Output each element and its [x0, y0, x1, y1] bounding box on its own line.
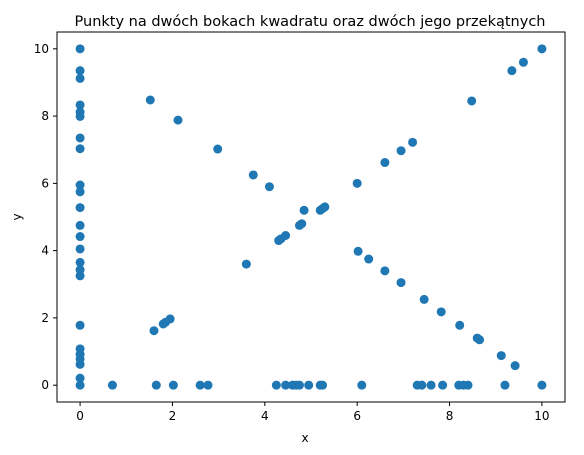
data-point: [380, 158, 390, 168]
data-point: [75, 373, 85, 383]
data-point: [75, 359, 85, 369]
x-axis-label: x: [301, 431, 308, 445]
x-tick-label: 8: [446, 409, 454, 423]
data-point: [396, 146, 406, 156]
data-point: [496, 351, 506, 361]
data-point: [75, 180, 85, 190]
data-point: [294, 380, 304, 390]
data-point: [396, 278, 406, 288]
data-point: [75, 271, 85, 281]
y-tick-label: 4: [41, 244, 49, 258]
data-point: [297, 219, 307, 229]
data-point: [195, 380, 205, 390]
data-point: [408, 137, 418, 147]
data-point: [75, 380, 85, 390]
data-point: [75, 44, 85, 54]
data-point: [507, 66, 517, 76]
data-point: [213, 144, 223, 154]
data-point: [75, 111, 85, 121]
y-tick-label: 10: [34, 42, 49, 56]
data-point: [380, 266, 390, 276]
data-point: [419, 294, 429, 304]
x-tick-label: 6: [353, 409, 361, 423]
y-axis-ticks: 0 2 4 6 8 10: [34, 42, 57, 392]
y-tick-label: 8: [41, 109, 49, 123]
data-point: [165, 314, 175, 324]
data-point: [299, 205, 309, 215]
points-layer: [75, 44, 547, 390]
data-point: [75, 203, 85, 213]
data-point: [455, 320, 465, 330]
data-point: [537, 44, 547, 54]
data-point: [463, 380, 473, 390]
data-point: [353, 246, 363, 256]
data-point: [75, 320, 85, 330]
data-point: [281, 231, 291, 240]
data-point: [438, 380, 448, 390]
data-point: [248, 170, 258, 180]
data-point: [145, 95, 155, 105]
data-point: [537, 380, 547, 390]
data-point: [149, 326, 159, 336]
data-point: [500, 380, 510, 390]
data-point: [75, 257, 85, 267]
data-point: [436, 307, 446, 317]
x-tick-label: 0: [76, 409, 84, 423]
data-point: [320, 202, 330, 212]
data-point: [151, 380, 161, 390]
y-tick-label: 2: [41, 311, 49, 325]
data-point: [417, 380, 427, 390]
x-axis-ticks: 0 2 4 6 8 10: [76, 402, 550, 423]
data-point: [518, 57, 528, 67]
data-point: [75, 73, 85, 83]
data-point: [75, 144, 85, 154]
data-point: [357, 380, 367, 390]
y-axis-label: y: [10, 213, 24, 220]
y-tick-label: 0: [41, 378, 49, 392]
plot-frame: [56, 31, 566, 403]
data-point: [318, 380, 328, 390]
data-point: [75, 187, 85, 197]
x-tick-label: 2: [169, 409, 177, 423]
data-point: [426, 380, 436, 390]
data-point: [271, 380, 281, 390]
data-point: [75, 66, 85, 76]
data-point: [75, 232, 85, 242]
data-point: [168, 380, 178, 390]
chart-title: Punkty na dwóch bokach kwadratu oraz dwó…: [75, 14, 546, 30]
data-point: [475, 335, 485, 345]
data-point: [173, 115, 183, 125]
data-point: [203, 380, 213, 390]
data-point: [304, 380, 314, 390]
data-point: [75, 133, 85, 143]
data-point: [281, 380, 291, 390]
data-point: [364, 254, 374, 264]
data-point: [75, 220, 85, 230]
data-point: [75, 100, 85, 110]
data-point: [107, 380, 117, 390]
x-tick-label: 4: [261, 409, 269, 423]
data-point: [352, 178, 362, 188]
data-point: [467, 96, 477, 106]
data-point: [241, 259, 251, 269]
data-point: [510, 361, 520, 371]
data-point: [264, 182, 274, 192]
data-point: [75, 244, 85, 254]
x-tick-label: 10: [534, 409, 549, 423]
y-tick-label: 6: [41, 176, 49, 190]
